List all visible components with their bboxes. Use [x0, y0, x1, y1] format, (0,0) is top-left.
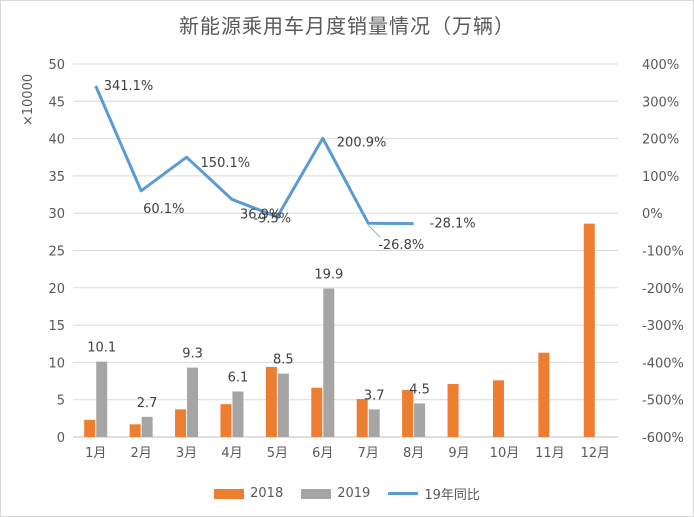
y-tick-label: 5 [57, 394, 65, 409]
y-tick-label: 10 [48, 356, 65, 371]
y-tick-label: 35 [48, 170, 65, 185]
y-tick-label: 45 [48, 95, 65, 110]
yoy-label: -26.8% [378, 238, 424, 253]
yoy-label: 150.1% [201, 156, 251, 171]
y-axis-label: ×10000 [21, 74, 36, 126]
legend-label-yoy: 19年同比 [424, 488, 480, 503]
bar-label-2019: 19.9 [314, 268, 343, 283]
y-tick-label: 50 [48, 58, 65, 73]
y-tick-label: 40 [48, 133, 65, 148]
yoy-data-labels: 341.1% 60.1% 150.1% 36.9%-9.5% 200.9% -26.8%-… [104, 79, 476, 253]
bar-2018 [84, 419, 96, 437]
legend-swatch-yoy [388, 492, 419, 495]
chart-title: 新能源乘用车月度销量情况（万辆） [179, 14, 515, 38]
y2-tick-label: -200% [642, 282, 684, 297]
yoy-line-path [94, 85, 414, 226]
gridlines [73, 63, 618, 438]
y2-tick-label: -100% [642, 245, 684, 260]
yoy-line [94, 85, 414, 226]
legend-label-2019: 2019 [337, 486, 371, 501]
x-tick-label: 5月 [267, 446, 288, 461]
yoy-label: -28.1% [430, 217, 476, 232]
yoy-label: 200.9% [337, 135, 387, 150]
bar-2018 [402, 390, 414, 437]
y2-tick-label: -500% [642, 394, 684, 409]
bar-2018 [129, 424, 141, 437]
y-tick-label: 0 [57, 431, 65, 446]
x-tick-label: 4月 [221, 446, 242, 461]
bar-label-2019: 4.5 [409, 382, 430, 397]
x-tick-label: 10月 [490, 446, 520, 461]
legend-item-2018: 2018 [214, 486, 283, 501]
bar-2018 [175, 409, 187, 437]
y-tick-label: 20 [48, 282, 65, 297]
bar-2019 [277, 373, 289, 437]
bar-label-2019: 3.7 [364, 388, 385, 403]
y-tick-label: 30 [48, 207, 65, 222]
legend-item-2019: 2019 [301, 486, 370, 501]
bar-2019 [141, 416, 153, 437]
yoy-label: 60.1% [143, 202, 184, 217]
y2-tick-label: 300% [642, 95, 679, 110]
bar-2019 [368, 409, 380, 437]
y-tick-label: 15 [48, 319, 65, 334]
bar-label-2019: 9.3 [182, 347, 203, 362]
bar-2018 [356, 398, 368, 437]
x-tick-label: 11月 [535, 446, 565, 461]
yoy-label: -9.5% [253, 212, 291, 227]
bar-label-2019: 10.1 [87, 341, 116, 356]
bar-label-2019: 6.1 [228, 370, 249, 385]
yoy-label: 36.9% [240, 207, 281, 222]
bar-2018 [311, 387, 323, 437]
bar-2019 [414, 403, 426, 437]
legend-label-2018: 2018 [250, 486, 284, 501]
x-tick-label: 2月 [130, 446, 151, 461]
bar-2019 [323, 288, 335, 437]
bar-2018 [447, 384, 459, 437]
bar-2018 [538, 352, 550, 437]
bars [84, 223, 595, 437]
y2-tick-label: 0% [642, 207, 663, 222]
y2-tick-label: -400% [642, 356, 684, 371]
legend-swatch-2018 [214, 488, 245, 499]
y2-tick-label: 100% [642, 170, 679, 185]
y2-tick-label: -600% [642, 431, 684, 446]
x-tick-label: 1月 [85, 446, 106, 461]
bar-label-2019: 2.7 [137, 396, 158, 411]
x-tick-label: 12月 [581, 446, 611, 461]
y2-tick-label: -300% [642, 319, 684, 334]
right-axis-ticks: -600% -500% -400% -300% -200% -100% 0% 100% 200%… [642, 58, 684, 446]
bar-data-labels: 10.1 2.7 9.3 6.1 8.5 19.9 3.7 4.5 [87, 268, 430, 411]
bar-2019 [187, 367, 199, 437]
x-axis-ticks: 1月 2月 3月 4月 5月 6月 7月 8月 9月 10月 11月 12月 [85, 446, 610, 461]
yoy-label: 341.1% [104, 79, 154, 94]
legend: 2018 2019 19年同比 [0, 484, 694, 503]
bar-2019 [232, 391, 244, 437]
bar-2018 [492, 380, 504, 437]
bar-2018 [583, 223, 595, 437]
left-axis-ticks: 0 5 10 15 20 25 30 35 40 45 50 [48, 58, 65, 446]
y2-tick-label: 200% [642, 133, 679, 148]
bar-2018 [220, 404, 232, 437]
x-tick-label: 6月 [312, 446, 333, 461]
y2-tick-label: 400% [642, 58, 679, 73]
x-tick-label: 7月 [358, 446, 379, 461]
legend-item-yoy: 19年同比 [388, 484, 480, 503]
x-tick-label: 8月 [403, 446, 424, 461]
yoy-label-leader [367, 224, 381, 238]
bar-2018 [265, 366, 277, 437]
bar-2019 [96, 361, 108, 437]
y-tick-label: 25 [48, 245, 65, 260]
x-tick-label: 9月 [448, 446, 469, 461]
x-tick-label: 3月 [176, 446, 197, 461]
bar-label-2019: 8.5 [273, 353, 294, 368]
legend-swatch-2019 [301, 488, 332, 499]
